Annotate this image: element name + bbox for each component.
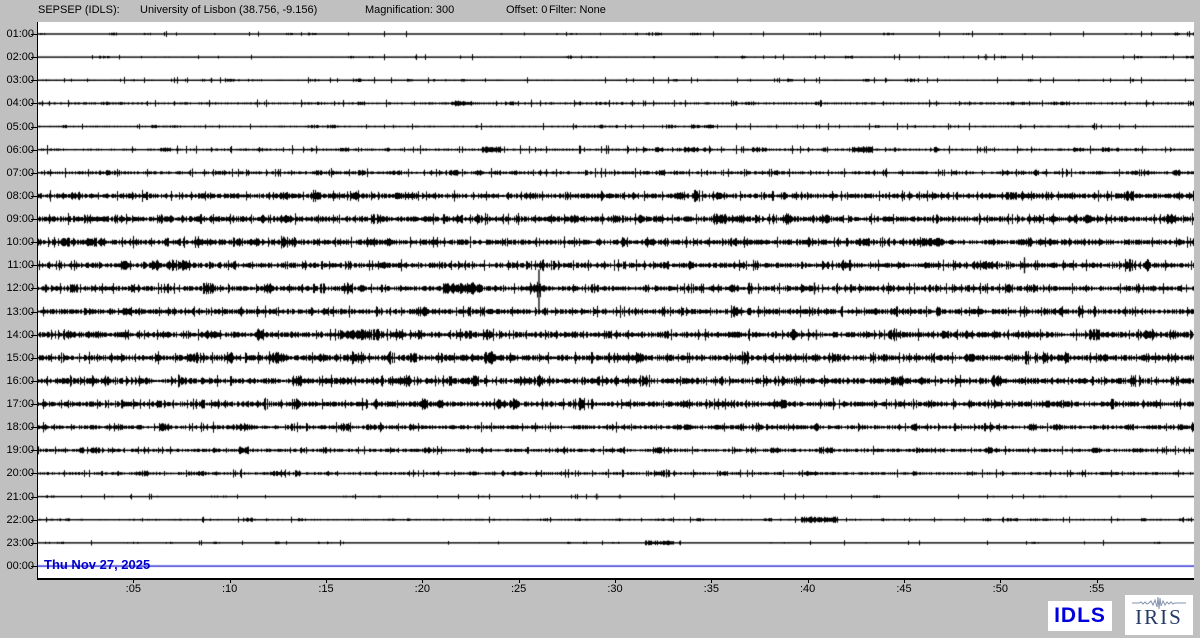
hour-label: 23:00 [6, 536, 34, 549]
hour-label: 18:00 [6, 421, 34, 434]
minute-label: :25 [511, 583, 527, 595]
idls-logo-text: IDLS [1054, 604, 1106, 627]
minute-tick [615, 579, 616, 583]
hour-tick [31, 57, 37, 59]
minute-tick [422, 579, 424, 583]
minute-tick [326, 579, 327, 583]
minute-tick [518, 579, 520, 583]
seismic-wiggle-icon [1132, 597, 1186, 609]
minute-tick [904, 579, 905, 583]
hour-tick [31, 542, 37, 544]
hour-label: 16:00 [6, 374, 34, 387]
hour-label: 15:00 [6, 351, 34, 364]
hour-tick [31, 103, 37, 105]
iris-logo-text: IRIS [1135, 605, 1183, 629]
minute-tick [1096, 579, 1098, 583]
hour-label: 08:00 [6, 189, 34, 202]
hour-tick [31, 473, 37, 475]
hour-label: 03:00 [6, 74, 34, 87]
minute-tick [229, 579, 231, 583]
minute-tick [1000, 579, 1002, 583]
minute-label: :05 [125, 583, 141, 595]
minute-label: :10 [222, 583, 238, 595]
hour-label: 02:00 [6, 51, 34, 64]
hour-tick [31, 126, 37, 128]
filter-value: Filter: None [549, 4, 606, 16]
hour-label: 05:00 [6, 120, 34, 133]
iris-logo: IRIS [1125, 595, 1193, 635]
minute-tick [711, 579, 713, 583]
hour-tick [31, 496, 37, 498]
hour-tick [31, 288, 37, 290]
magnification-value: Magnification: 300 [365, 4, 455, 16]
hour-label: 10:00 [6, 236, 34, 249]
hour-tick [31, 149, 37, 151]
hour-tick [31, 519, 37, 521]
hour-tick [31, 427, 37, 429]
hour-tick [31, 34, 37, 35]
minute-label: :55 [1089, 583, 1105, 595]
hour-tick [31, 380, 37, 382]
station-location: University of Lisbon (38.756, -9.156) [140, 4, 318, 16]
minute-label: :45 [896, 583, 912, 595]
hour-label: 12:00 [6, 282, 34, 295]
hour-label: 06:00 [6, 143, 34, 156]
hour-label: 01:00 [6, 28, 34, 40]
hour-tick [31, 311, 37, 313]
hour-tick [31, 565, 37, 567]
minute-tick [133, 579, 135, 583]
minute-label: :50 [992, 583, 1008, 595]
hour-label: 20:00 [6, 467, 34, 480]
hour-tick [31, 172, 37, 174]
hour-tick [31, 404, 37, 406]
helicorder-plot-area[interactable] [37, 22, 1194, 580]
minute-label: :35 [703, 583, 719, 595]
hour-label: 09:00 [6, 213, 34, 226]
hour-label: 07:00 [6, 166, 34, 179]
hour-label: 04:00 [6, 97, 34, 110]
hour-label: 19:00 [6, 444, 34, 457]
hour-tick [31, 334, 37, 336]
minute-label: :15 [318, 583, 334, 595]
seismogram-traces[interactable] [38, 22, 1194, 578]
minute-tick [807, 579, 809, 583]
offset-value: Offset: 0 [506, 4, 548, 16]
hour-label: 17:00 [6, 398, 34, 411]
hour-label: 21:00 [6, 490, 34, 503]
hour-tick [31, 242, 37, 244]
minute-label: :30 [607, 583, 623, 595]
hour-tick [31, 195, 37, 197]
hour-tick [31, 219, 37, 221]
hour-tick [31, 265, 37, 267]
hour-tick [31, 357, 37, 359]
hour-tick [31, 80, 37, 82]
hour-label: 13:00 [6, 305, 34, 318]
idls-logo: IDLS [1048, 601, 1112, 631]
hour-label: 00:00 [6, 559, 34, 572]
hour-tick [31, 450, 37, 452]
hour-label: 11:00 [7, 259, 34, 272]
station-label: SEPSEP (IDLS): [38, 4, 120, 16]
hour-label: 22:00 [6, 513, 34, 526]
minute-label: :20 [414, 583, 430, 595]
current-date-label: Thu Nov 27, 2025 [44, 557, 151, 572]
minute-label: :40 [800, 583, 816, 595]
hour-label: 14:00 [6, 328, 34, 341]
